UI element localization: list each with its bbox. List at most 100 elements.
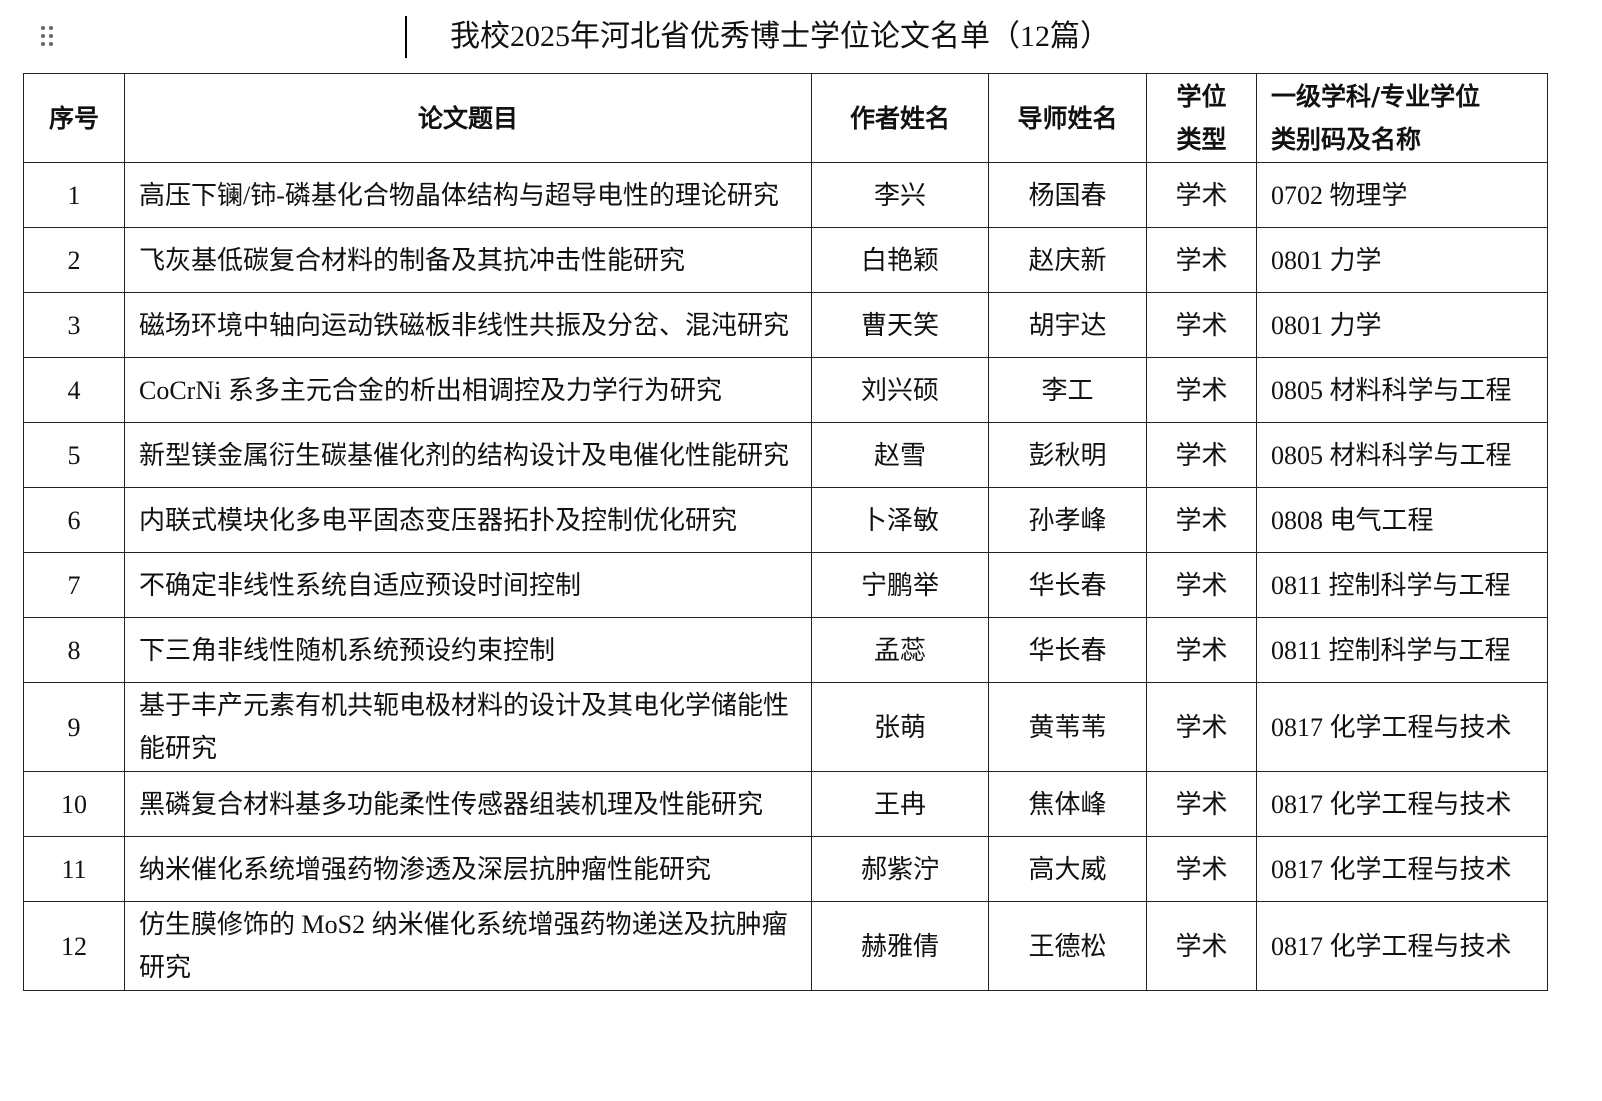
table-cell: 白艳颖: [811, 227, 989, 293]
table-cell: 郝紫泞: [811, 836, 989, 902]
table-cell: 7: [23, 552, 125, 618]
table-cell: 8: [23, 617, 125, 683]
table-cell: 4: [23, 357, 125, 423]
table-cell: 0817 化学工程与技术: [1256, 682, 1548, 772]
table-row: 8 下三角非线性随机系统预设约束控制 孟蕊 华长春 学术 0811 控制科学与工程: [23, 617, 1548, 683]
table-cell: 新型镁金属衍生碳基催化剂的结构设计及电催化性能研究: [124, 422, 812, 488]
table-row: 4 CoCrNi 系多主元合金的析出相调控及力学行为研究 刘兴硕 李工 学术 0805 材…: [23, 357, 1548, 423]
table-cell: 彭秋明: [988, 422, 1147, 488]
table-cell: 11: [23, 836, 125, 902]
table-cell: CoCrNi 系多主元合金的析出相调控及力学行为研究: [124, 357, 812, 423]
table-cell: 学术: [1146, 292, 1257, 358]
header-cell: 论文题目: [124, 73, 812, 163]
table-cell: 9: [23, 682, 125, 772]
table-cell: 学术: [1146, 422, 1257, 488]
table-cell: 华长春: [988, 552, 1147, 618]
table-cell: 0817 化学工程与技术: [1256, 901, 1548, 991]
table-cell: 学术: [1146, 682, 1257, 772]
table-cell: 赵庆新: [988, 227, 1147, 293]
table-cell: 0702 物理学: [1256, 162, 1548, 228]
table-cell: 李工: [988, 357, 1147, 423]
header-cell: 一级学科/专业学位类别码及名称: [1256, 73, 1548, 163]
table-cell: 纳米催化系统增强药物渗透及深层抗肿瘤性能研究: [124, 836, 812, 902]
header-cell: 导师姓名: [988, 73, 1147, 163]
table-cell: 0811 控制科学与工程: [1256, 552, 1548, 618]
table-cell: 基于丰产元素有机共轭电极材料的设计及其电化学储能性能研究: [124, 682, 812, 772]
table-cell: 0801 力学: [1256, 292, 1548, 358]
table-row: 12 仿生膜修饰的 MoS2 纳米催化系统增强药物递送及抗肿瘤研究 赫雅倩 王德松 学术…: [23, 901, 1548, 991]
table-cell: 李兴: [811, 162, 989, 228]
drag-handle[interactable]: [40, 25, 56, 49]
table-cell: 高大威: [988, 836, 1147, 902]
table-cell: 0805 材料科学与工程: [1256, 422, 1548, 488]
table-cell: 黄苇苇: [988, 682, 1147, 772]
table-row: 1 高压下镧/铈-磷基化合物晶体结构与超导电性的理论研究 李兴 杨国春 学术 0702 物…: [23, 162, 1548, 228]
table-cell: 飞灰基低碳复合材料的制备及其抗冲击性能研究: [124, 227, 812, 293]
table-cell: 学术: [1146, 901, 1257, 991]
table-row: 11 纳米催化系统增强药物渗透及深层抗肿瘤性能研究 郝紫泞 高大威 学术 0817 化学工…: [23, 836, 1548, 902]
header-text: 论文题目: [417, 103, 518, 133]
header-text: 一级学科/专业学位类别码及名称: [1271, 82, 1481, 154]
table-cell: 10: [23, 771, 125, 837]
table-cell: 学术: [1146, 162, 1257, 228]
table-cell: 学术: [1146, 357, 1257, 423]
table-row: 3 磁场环境中轴向运动铁磁板非线性共振及分岔、混沌研究 曹天笑 胡宇达 学术 0801 力…: [23, 292, 1548, 358]
table-cell: 0808 电气工程: [1256, 487, 1548, 553]
table-cell: 0801 力学: [1256, 227, 1548, 293]
table-cell: 内联式模块化多电平固态变压器拓扑及控制优化研究: [124, 487, 812, 553]
table-cell: 王德松: [988, 901, 1147, 991]
header-cell: 学位类型: [1146, 73, 1257, 163]
table-row: 6 内联式模块化多电平固态变压器拓扑及控制优化研究 卜泽敏 孙孝峰 学术 0808 电气工…: [23, 487, 1548, 553]
table-cell: 黑磷复合材料基多功能柔性传感器组装机理及性能研究: [124, 771, 812, 837]
header-cell: 序号: [23, 73, 125, 163]
table-cell: 学术: [1146, 552, 1257, 618]
table-cell: 杨国春: [988, 162, 1147, 228]
table-cell: 仿生膜修饰的 MoS2 纳米催化系统增强药物递送及抗肿瘤研究: [124, 901, 812, 991]
table-cell: 华长春: [988, 617, 1147, 683]
table-cell: 学术: [1146, 617, 1257, 683]
table-cell: 12: [23, 901, 125, 991]
table-cell: 王冉: [811, 771, 989, 837]
table-cell: 学术: [1146, 487, 1257, 553]
table-cell: 高压下镧/铈-磷基化合物晶体结构与超导电性的理论研究: [124, 162, 812, 228]
thesis-table: 序号 论文题目 作者姓名 导师姓名 学位类型 一级学科/专业学位类别码及名称 1 高压下镧/…: [23, 73, 1548, 991]
table-cell: 3: [23, 292, 125, 358]
table-cell: 学术: [1146, 836, 1257, 902]
table-cell: 卜泽敏: [811, 487, 989, 553]
table-cell: 磁场环境中轴向运动铁磁板非线性共振及分岔、混沌研究: [124, 292, 812, 358]
table-cell: 下三角非线性随机系统预设约束控制: [124, 617, 812, 683]
table-cell: 0817 化学工程与技术: [1256, 771, 1548, 837]
header-row: 序号 论文题目 作者姓名 导师姓名 学位类型 一级学科/专业学位类别码及名称: [23, 73, 1548, 163]
table-row: 9 基于丰产元素有机共轭电极材料的设计及其电化学储能性能研究 张萌 黄苇苇 学术 0817…: [23, 682, 1548, 772]
table-cell: 宁鹏举: [811, 552, 989, 618]
table-cell: 胡宇达: [988, 292, 1147, 358]
table-cell: 0805 材料科学与工程: [1256, 357, 1548, 423]
document-title: 我校2025年河北省优秀博士学位论文名单（12篇）: [450, 20, 1110, 53]
header-text: 作者姓名: [849, 103, 950, 133]
text-cursor: [405, 16, 407, 58]
table-cell: 1: [23, 162, 125, 228]
table-cell: 张萌: [811, 682, 989, 772]
table-row: 2 飞灰基低碳复合材料的制备及其抗冲击性能研究 白艳颖 赵庆新 学术 0801 力学: [23, 227, 1548, 293]
header-cell: 作者姓名: [811, 73, 989, 163]
table-cell: 学术: [1146, 227, 1257, 293]
table-cell: 0811 控制科学与工程: [1256, 617, 1548, 683]
table-row: 7 不确定非线性系统自适应预设时间控制 宁鹏举 华长春 学术 0811 控制科学与工程: [23, 552, 1548, 618]
table-cell: 曹天笑: [811, 292, 989, 358]
header-text: 学位类型: [1176, 82, 1227, 154]
table-cell: 学术: [1146, 771, 1257, 837]
table-cell: 6: [23, 487, 125, 553]
table-row: 10 黑磷复合材料基多功能柔性传感器组装机理及性能研究 王冉 焦体峰 学术 0817 化学…: [23, 771, 1548, 837]
table-cell: 孟蕊: [811, 617, 989, 683]
table-cell: 刘兴硕: [811, 357, 989, 423]
table-cell: 焦体峰: [988, 771, 1147, 837]
table-cell: 0817 化学工程与技术: [1256, 836, 1548, 902]
header-text: 序号: [48, 103, 99, 133]
table-cell: 孙孝峰: [988, 487, 1147, 553]
table-cell: 5: [23, 422, 125, 488]
header-text: 导师姓名: [1017, 103, 1118, 133]
table-row: 5 新型镁金属衍生碳基催化剂的结构设计及电催化性能研究 赵雪 彭秋明 学术 0805 材料…: [23, 422, 1548, 488]
table-cell: 赫雅倩: [811, 901, 989, 991]
table-cell: 不确定非线性系统自适应预设时间控制: [124, 552, 812, 618]
